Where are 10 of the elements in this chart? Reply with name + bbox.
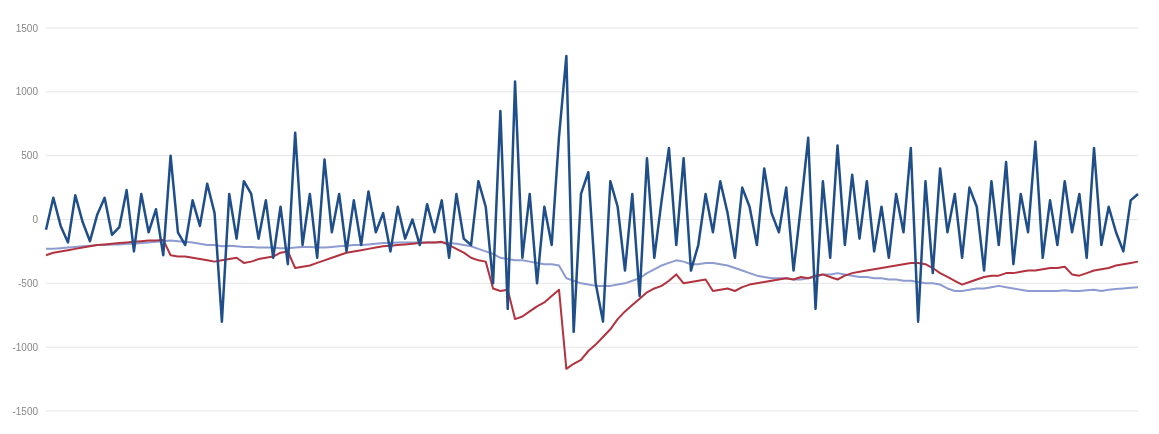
y-tick-label: 1000 xyxy=(15,86,39,98)
line-series xyxy=(44,54,1140,334)
line-series xyxy=(45,239,1139,292)
line-series xyxy=(45,238,1139,370)
y-tick-label: -1000 xyxy=(12,341,39,353)
y-tick-label: -500 xyxy=(17,277,39,289)
y-tick-label: 0 xyxy=(32,214,39,226)
y-tick-label: 500 xyxy=(21,150,39,162)
y-tick-label: 1500 xyxy=(15,22,39,34)
y-tick-label: -1500 xyxy=(12,405,39,417)
